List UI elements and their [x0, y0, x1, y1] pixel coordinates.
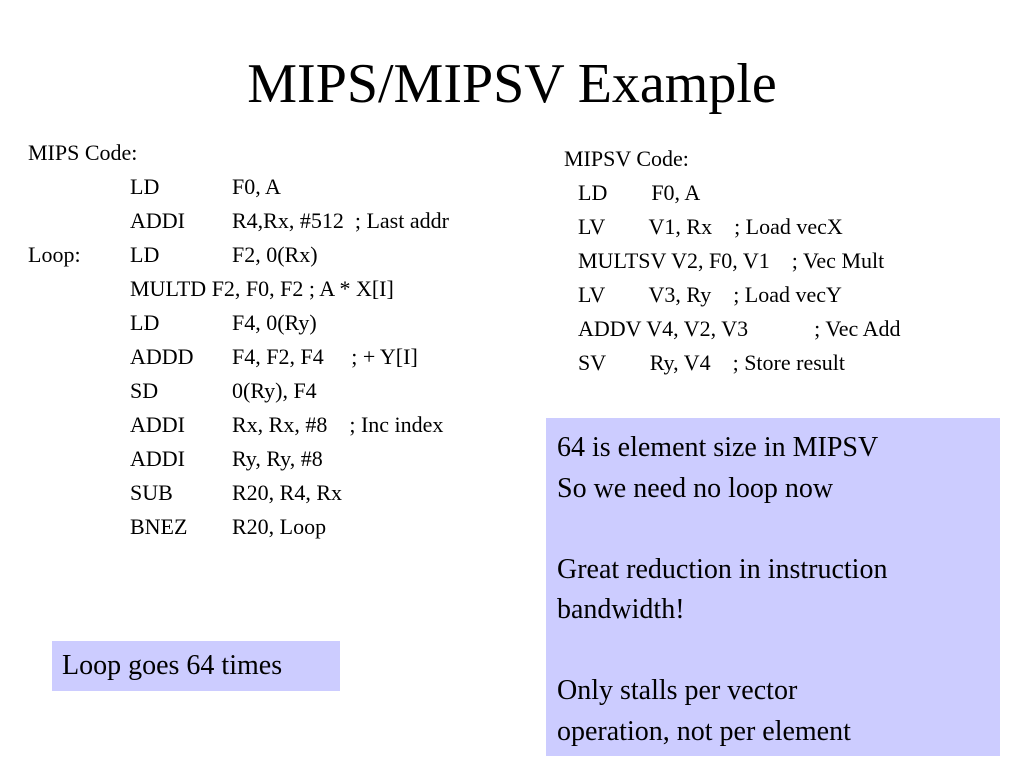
mips-line-args: F2, 0(Rx): [232, 242, 318, 267]
mips-line-op: SD: [130, 378, 159, 403]
mips-line-args: R20, R4, Rx: [232, 480, 343, 505]
mips-line-op: LD: [130, 242, 160, 267]
mips-line-op: SUB: [130, 480, 173, 505]
loop-count-callout: Loop goes 64 times: [52, 641, 340, 691]
mips-line-op: ADDI: [130, 412, 185, 437]
mipsv-line-text: LV V3, Ry ; Load vecY: [578, 282, 842, 307]
mips-line-op: ADDD: [130, 344, 194, 369]
mips-line-op: BNEZ: [130, 514, 188, 539]
mips-line-op: MULTD F2, F0, F2 ; A * X[I]: [130, 276, 394, 301]
mips-line-op: LD: [130, 310, 160, 335]
mipsv-line: SV Ry, V4 ; Store result: [564, 346, 1004, 380]
mipsv-line: ADDV V4, V2, V3 ; Vec Add: [564, 312, 1004, 346]
mipsv-code-block: MIPSV Code: LD F0, A LV V1, Rx ; Load ve…: [564, 142, 1004, 380]
mipsv-line-text: ADDV V4, V2, V3 ; Vec Add: [578, 316, 901, 341]
mips-line-args: Rx, Rx, #8 ; Inc index: [232, 412, 444, 437]
mips-line-label: Loop:: [28, 242, 81, 267]
mips-line-args: Ry, Ry, #8: [232, 446, 323, 471]
mips-line: MULTD F2, F0, F2 ; A * X[I]: [28, 272, 528, 306]
mips-line: ADDI R4,Rx, #512 ; Last addr: [28, 204, 528, 238]
mips-line-op: ADDI: [130, 208, 185, 233]
mipsv-line: MULTSV V2, F0, V1 ; Vec Mult: [564, 244, 1004, 278]
mips-code-block: MIPS Code: LD F0, A ADDI R4,Rx, #512 ; L…: [28, 136, 528, 544]
mipsv-line-text: LV V1, Rx ; Load vecX: [578, 214, 843, 239]
mipsv-line: LV V1, Rx ; Load vecX: [564, 210, 1004, 244]
mips-line: ADDD F4, F2, F4 ; + Y[I]: [28, 340, 528, 374]
mipsv-line-text: LD F0, A: [578, 180, 701, 205]
mips-line-args: R20, Loop: [232, 514, 327, 539]
mipsv-line-text: MULTSV V2, F0, V1 ; Vec Mult: [578, 248, 885, 273]
mips-line: LD F4, 0(Ry): [28, 306, 528, 340]
mips-line-args: F0, A: [232, 174, 281, 199]
mips-line: BNEZ R20, Loop: [28, 510, 528, 544]
mips-line: LD F0, A: [28, 170, 528, 204]
mipsv-line: LV V3, Ry ; Load vecY: [564, 278, 1004, 312]
notes-callout: 64 is element size in MIPSV So we need n…: [546, 418, 1000, 756]
mips-code-heading: MIPS Code:: [28, 140, 138, 165]
mips-line-args: R4,Rx, #512 ; Last addr: [232, 208, 449, 233]
mips-line: SUB R20, R4, Rx: [28, 476, 528, 510]
mips-line: SD 0(Ry), F4: [28, 374, 528, 408]
mipsv-code-heading: MIPSV Code:: [564, 146, 689, 171]
mips-line-args: F4, F2, F4 ; + Y[I]: [232, 344, 418, 369]
mips-line: Loop: LD F2, 0(Rx): [28, 238, 528, 272]
mips-line-args: 0(Ry), F4: [232, 378, 317, 403]
mips-line-args: F4, 0(Ry): [232, 310, 317, 335]
mips-line-op: LD: [130, 174, 160, 199]
slide-title: MIPS/MIPSV Example: [247, 53, 777, 115]
mips-line: ADDI Rx, Rx, #8 ; Inc index: [28, 408, 528, 442]
mips-line: ADDI Ry, Ry, #8: [28, 442, 528, 476]
mips-line-op: ADDI: [130, 446, 185, 471]
mipsv-line-text: SV Ry, V4 ; Store result: [578, 350, 846, 375]
mipsv-line: LD F0, A: [564, 176, 1004, 210]
